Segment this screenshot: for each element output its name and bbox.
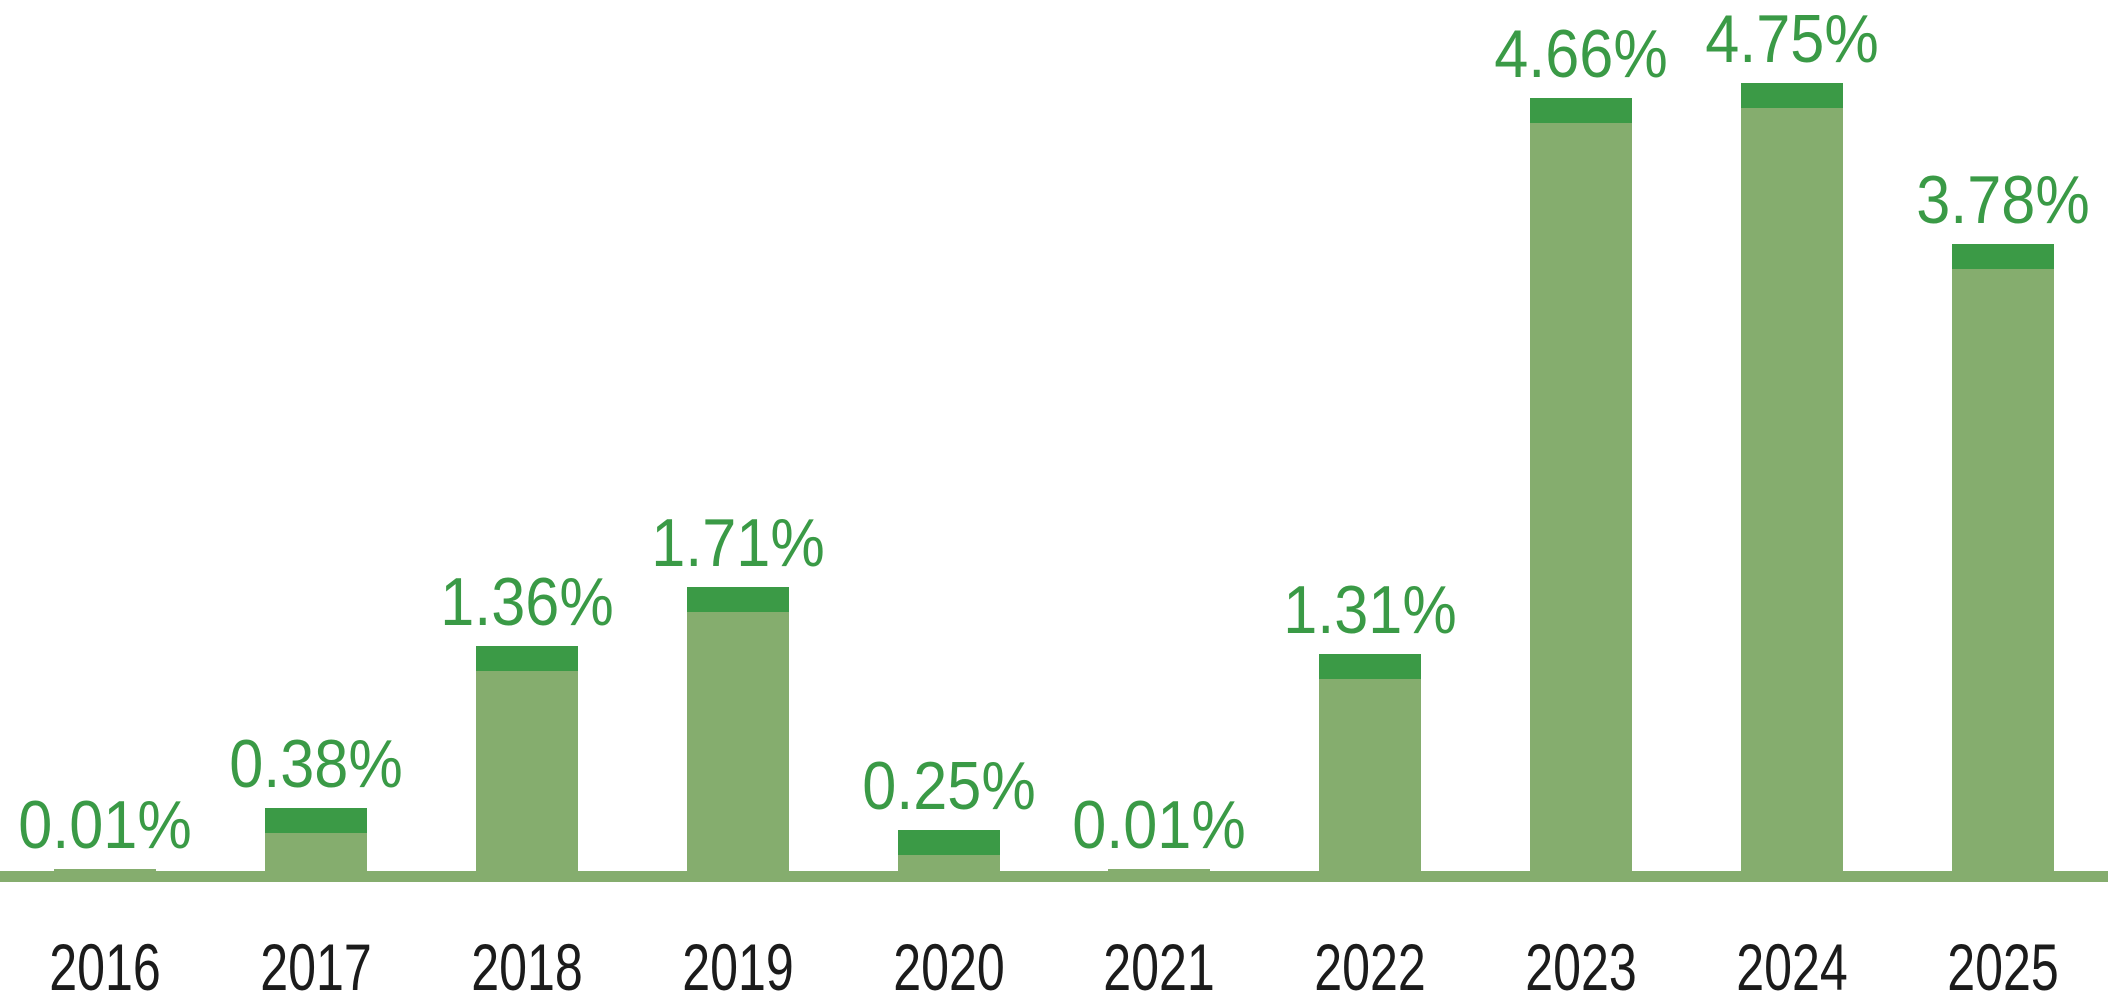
- bar-cap-2017: [265, 808, 368, 833]
- value-label-2019: 1.71%: [651, 505, 825, 581]
- value-label-2022: 1.31%: [1283, 572, 1457, 648]
- category-label-2020: 2020: [892, 930, 1005, 992]
- bar-cap-2020: [897, 830, 1000, 855]
- bar-cap-2023: [1530, 98, 1632, 123]
- bar-cap-2022: [1319, 654, 1422, 679]
- bar-cap-2024: [1740, 83, 1843, 108]
- value-label-2021: 0.01%: [1072, 787, 1247, 863]
- bar-2021: [1108, 869, 1211, 882]
- category-label-2025: 2025: [1946, 930, 2059, 992]
- bar-cap-2019: [686, 587, 789, 612]
- x-axis-line: [0, 871, 2108, 882]
- value-label-2024: 4.75%: [1705, 1, 1879, 77]
- value-label-2020: 0.25%: [861, 748, 1036, 824]
- bar-2022: [1319, 654, 1422, 882]
- bar-cap-2018: [476, 646, 578, 671]
- bar-2018: [476, 646, 578, 882]
- value-label-2018: 1.36%: [440, 564, 614, 640]
- bar-2023: [1530, 98, 1632, 882]
- bar-cap-2025: [1951, 244, 2054, 269]
- bar-2024: [1740, 83, 1843, 882]
- category-label-2019: 2019: [682, 930, 794, 992]
- bar-2016: [54, 869, 157, 882]
- category-label-2016: 2016: [49, 930, 162, 992]
- category-label-2021: 2021: [1103, 930, 1216, 992]
- bar-2020: [897, 830, 1000, 882]
- value-label-2016: 0.01%: [18, 787, 193, 863]
- category-label-2022: 2022: [1314, 930, 1426, 992]
- value-label-2023: 4.66%: [1494, 16, 1668, 92]
- category-label-2023: 2023: [1525, 930, 1637, 992]
- category-label-2017: 2017: [260, 930, 372, 992]
- bar-2019: [686, 587, 789, 882]
- category-label-2024: 2024: [1736, 930, 1848, 992]
- bar-2025: [1951, 244, 2054, 882]
- value-label-2017: 0.38%: [229, 726, 403, 802]
- value-label-2025: 3.78%: [1915, 162, 2090, 238]
- bar-2017: [265, 808, 368, 882]
- category-label-2018: 2018: [471, 930, 583, 992]
